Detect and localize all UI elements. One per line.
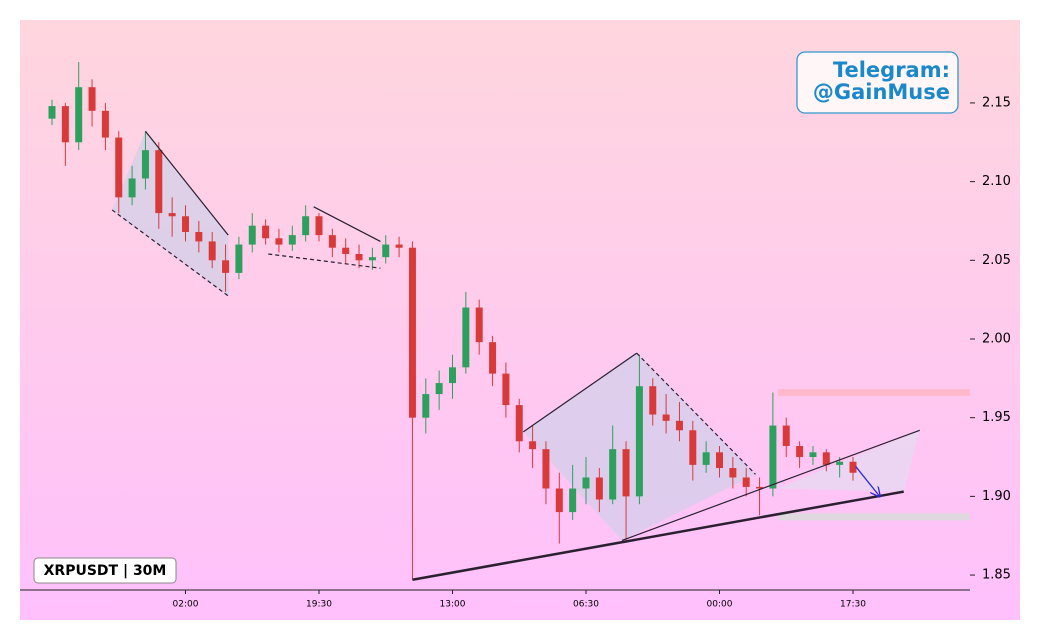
pattern-fill bbox=[778, 430, 920, 492]
trend-line bbox=[636, 352, 756, 475]
candle-body bbox=[756, 486, 764, 489]
candle-body bbox=[729, 468, 737, 478]
candle-body bbox=[475, 307, 483, 343]
candle-body bbox=[782, 425, 790, 447]
x-tick-label: 02:00 bbox=[173, 600, 199, 610]
trend-line bbox=[313, 206, 381, 242]
candle-body bbox=[702, 452, 710, 465]
candle-body bbox=[195, 231, 203, 242]
arrow bbox=[855, 466, 880, 496]
candle-body bbox=[395, 244, 403, 248]
candle-body bbox=[609, 449, 617, 500]
candle-body bbox=[128, 178, 136, 198]
candle-body bbox=[75, 87, 83, 143]
annotation: Telegram: bbox=[833, 58, 950, 82]
y-tick-label: 2.00 bbox=[982, 331, 1011, 346]
candle-body bbox=[61, 106, 69, 143]
candle-body bbox=[235, 244, 243, 273]
candle-body bbox=[328, 235, 336, 248]
candle-body bbox=[515, 405, 523, 442]
candle-body bbox=[342, 247, 350, 255]
y-tick-label: 1.85 bbox=[982, 568, 1011, 583]
candle-body bbox=[262, 225, 270, 239]
candle-body bbox=[649, 386, 657, 415]
candle-body bbox=[435, 383, 443, 395]
zone bbox=[778, 513, 970, 521]
candle-body bbox=[422, 394, 430, 418]
annotation-box bbox=[796, 51, 959, 114]
candle-body bbox=[449, 367, 456, 384]
x-tick-label: 00:00 bbox=[707, 600, 733, 610]
candle-body bbox=[408, 247, 416, 418]
candle-body bbox=[809, 452, 817, 458]
x-tick-label: 17:30 bbox=[840, 600, 866, 610]
candle-body bbox=[742, 477, 750, 487]
y-tick-label: 1.95 bbox=[982, 410, 1011, 425]
candle-body bbox=[675, 420, 683, 431]
candle-body bbox=[582, 477, 590, 489]
y-tick-label: 2.05 bbox=[982, 253, 1011, 268]
trend-line bbox=[412, 490, 904, 582]
candle-body bbox=[182, 216, 189, 232]
candle-body bbox=[115, 137, 123, 198]
chart-title: XRPUSDT | 30M bbox=[44, 563, 167, 579]
candle-body bbox=[382, 244, 390, 258]
candle-body bbox=[716, 452, 723, 469]
candle-body bbox=[155, 150, 163, 214]
candle-body bbox=[822, 452, 830, 465]
candle-body bbox=[555, 488, 563, 513]
candle-body bbox=[275, 238, 283, 245]
candle-body bbox=[796, 446, 804, 458]
candle-body bbox=[88, 87, 96, 111]
candle-body bbox=[569, 488, 577, 513]
trend-line bbox=[111, 209, 230, 297]
candle-body bbox=[502, 373, 510, 406]
candle-body bbox=[101, 110, 109, 138]
candle-body bbox=[208, 241, 216, 261]
candle-body bbox=[529, 441, 537, 450]
candle-body bbox=[168, 213, 176, 217]
candle-body bbox=[635, 386, 643, 497]
trend-line bbox=[621, 429, 920, 541]
candle-body bbox=[315, 216, 323, 236]
zone bbox=[778, 388, 970, 396]
candle-body bbox=[836, 461, 844, 465]
candle-body bbox=[849, 461, 857, 473]
y-tick-label: 1.90 bbox=[982, 489, 1011, 504]
title-box bbox=[33, 557, 177, 584]
x-tick-label: 06:30 bbox=[573, 600, 599, 610]
candle-body bbox=[48, 106, 56, 119]
candle-body bbox=[769, 425, 777, 489]
candle-body bbox=[489, 342, 497, 374]
candle-body bbox=[595, 477, 603, 500]
candle-body bbox=[355, 254, 363, 261]
candle-body bbox=[662, 414, 670, 421]
y-tick-label: 2.10 bbox=[982, 174, 1011, 189]
y-tick-label: 2.15 bbox=[982, 95, 1011, 110]
candle-body bbox=[288, 235, 296, 245]
trend-line bbox=[522, 352, 638, 433]
x-tick-label: 19:30 bbox=[306, 600, 332, 610]
candle-body bbox=[542, 449, 550, 489]
candle-body bbox=[222, 260, 230, 273]
candle-body bbox=[248, 225, 256, 245]
annotation: @GainMuse bbox=[813, 80, 950, 104]
candle-body bbox=[141, 150, 149, 179]
trend-line bbox=[268, 253, 381, 269]
x-tick-label: 13:00 bbox=[440, 600, 466, 610]
candle-body bbox=[462, 307, 470, 368]
candle-body bbox=[689, 430, 697, 465]
candle-body bbox=[368, 257, 376, 261]
candle-body bbox=[622, 449, 630, 497]
candle-body bbox=[302, 216, 310, 236]
trend-line bbox=[144, 130, 229, 236]
